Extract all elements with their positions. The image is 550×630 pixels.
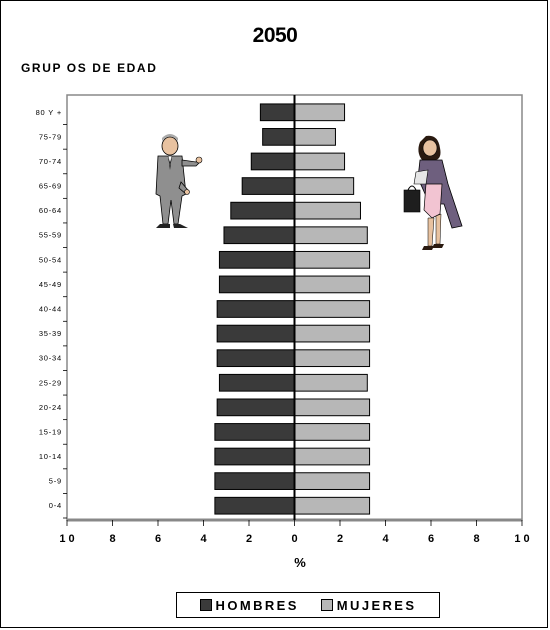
bar-mujeres	[294, 324, 371, 343]
bar-mujeres	[294, 496, 371, 515]
x-tick-label: 1 0	[59, 533, 74, 545]
bar-hombres	[262, 128, 295, 146]
y-tick-label: 5-9	[49, 477, 62, 486]
legend-label-hombres: HOMBRES	[215, 597, 299, 613]
x-tick-label: 6	[155, 533, 161, 545]
y-tick-label: 10-14	[39, 452, 62, 461]
x-tick-label: 8	[473, 533, 479, 545]
x-tick-label: 1 0	[514, 533, 529, 545]
x-tick-label: 2	[246, 533, 252, 545]
bar-hombres	[216, 324, 295, 343]
bar-hombres	[216, 398, 295, 417]
bar-hombres	[230, 201, 296, 220]
x-tick-label: 0	[291, 533, 297, 545]
bar-hombres	[216, 300, 295, 318]
y-tick-label: 30-34	[39, 354, 62, 363]
bar-mujeres	[294, 152, 346, 171]
bar-hombres	[218, 275, 295, 294]
bar-hombres	[214, 472, 295, 490]
bar-mujeres	[294, 103, 346, 122]
legend-item-hombres: HOMBRES	[199, 597, 299, 613]
y-tick-label: 15-19	[39, 427, 62, 436]
bar-hombres	[259, 103, 295, 122]
bar-mujeres	[294, 398, 371, 417]
x-axis-label: %	[294, 555, 306, 570]
bar-hombres	[250, 152, 295, 171]
businessman-figure-icon	[155, 134, 203, 228]
legend-swatch-mujeres	[320, 599, 333, 611]
y-tick-label: 40-44	[39, 305, 62, 314]
y-tick-label: 65-69	[39, 182, 62, 191]
x-tick-label: 2	[337, 533, 343, 545]
bar-mujeres	[294, 275, 371, 294]
bar-mujeres	[294, 250, 371, 269]
legend-swatch-hombres	[199, 599, 212, 611]
legend-item-mujeres: MUJERES	[320, 597, 417, 613]
bar-mujeres	[294, 201, 361, 220]
y-tick-label: 20-24	[39, 403, 62, 412]
y-axis-title: GRUP OS DE EDAD	[21, 61, 158, 75]
bar-mujeres	[294, 472, 371, 490]
bar-mujeres	[294, 447, 371, 466]
x-tick-label: 4	[200, 533, 207, 545]
bar-hombres	[214, 496, 295, 515]
bar-hombres	[214, 447, 295, 466]
x-tick-label: 8	[109, 533, 115, 545]
y-tick-label: 25-29	[39, 378, 62, 387]
y-tick-label: 50-54	[39, 255, 62, 264]
chart-title: 2050	[252, 24, 298, 47]
bar-mujeres	[294, 226, 368, 245]
y-tick-label: 55-59	[39, 231, 62, 240]
y-tick-label: 80 Y +	[36, 108, 62, 117]
x-tick-label: 4	[382, 533, 389, 545]
bar-mujeres	[294, 177, 355, 195]
businesswoman-figure-icon	[403, 135, 463, 250]
bar-hombres	[218, 373, 295, 392]
y-tick-label: 45-49	[39, 280, 62, 289]
bar-mujeres	[294, 423, 371, 441]
bar-hombres	[223, 226, 296, 245]
bar-hombres	[214, 423, 295, 441]
y-tick-label: 60-64	[39, 206, 62, 215]
bar-mujeres	[294, 349, 371, 368]
bar-mujeres	[294, 373, 368, 392]
y-tick-label: 75-79	[39, 132, 62, 141]
y-tick-label: 70-74	[39, 157, 62, 166]
bar-hombres	[218, 250, 295, 269]
legend-label-mujeres: MUJERES	[336, 597, 417, 613]
bar-mujeres	[294, 300, 371, 318]
y-tick-label: 0-4	[49, 501, 62, 510]
bar-hombres	[241, 177, 296, 195]
x-tick-label: 6	[428, 533, 434, 545]
legend: HOMBRES MUJERES	[176, 592, 440, 618]
bar-mujeres	[294, 128, 336, 146]
bar-hombres	[216, 349, 295, 368]
y-tick-label: 35-39	[39, 329, 62, 338]
